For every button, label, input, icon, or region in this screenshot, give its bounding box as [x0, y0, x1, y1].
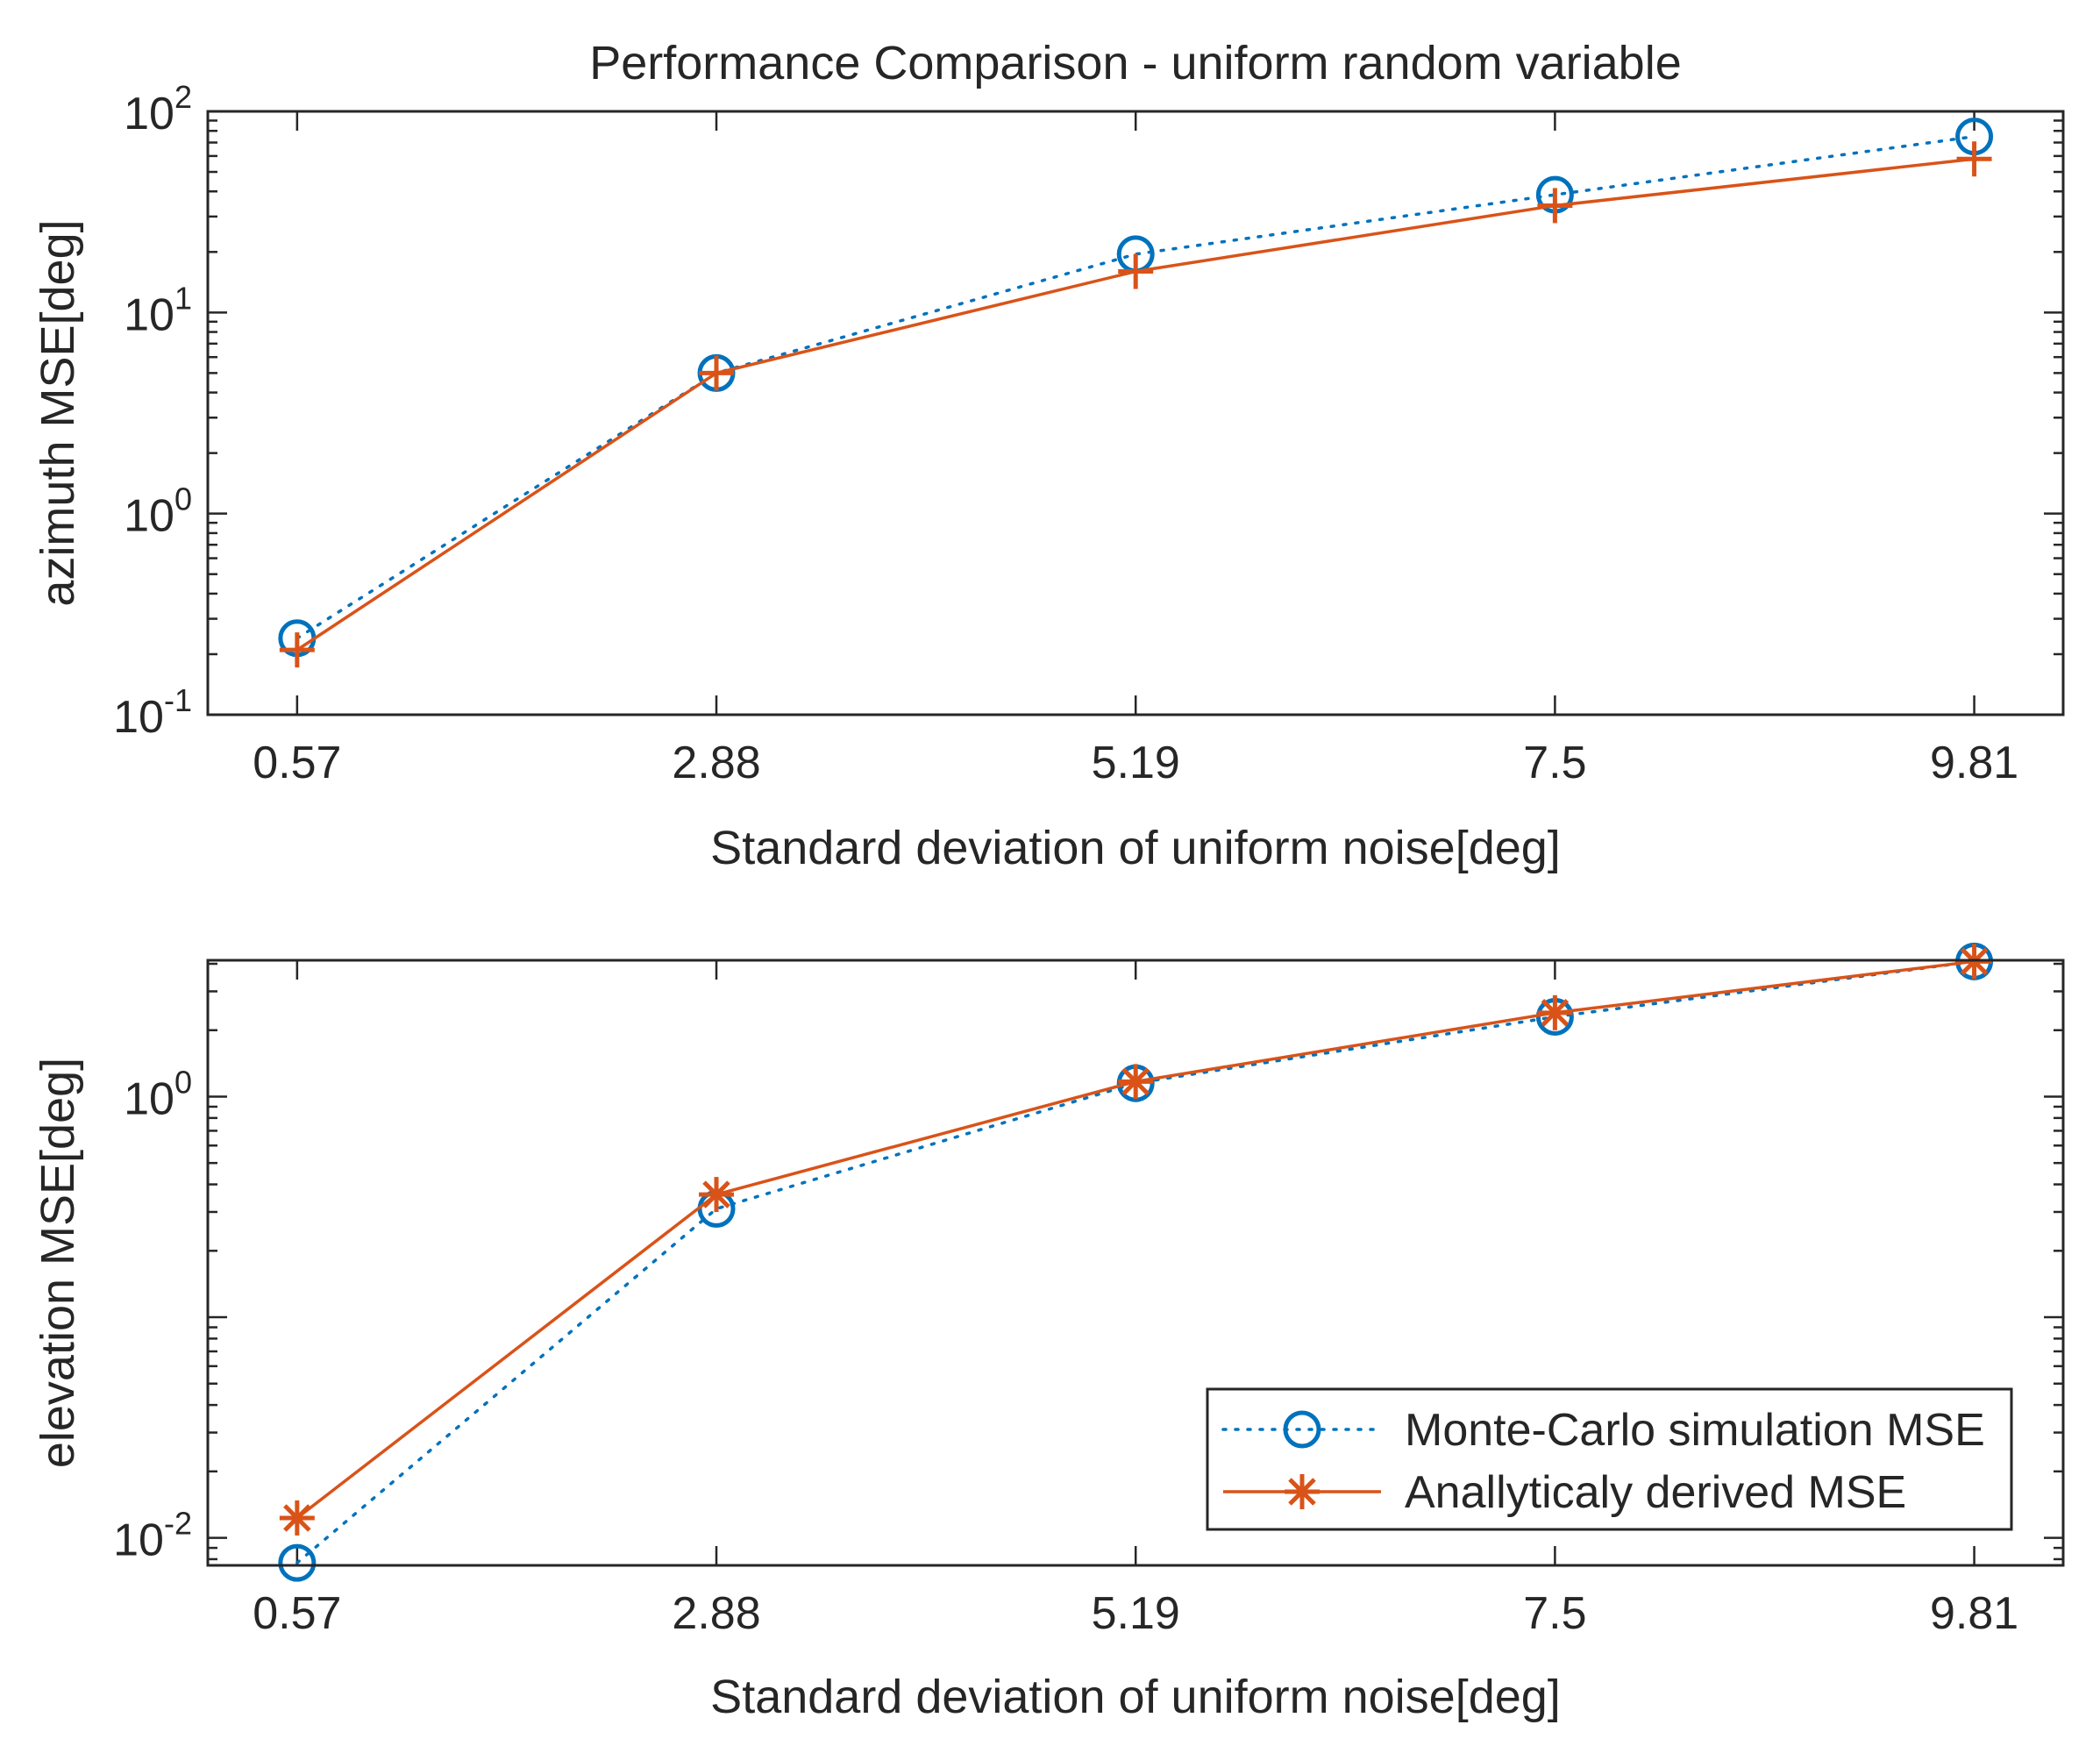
legend-box	[1206, 1387, 2013, 1531]
legend-asterisk-marker-icon	[1285, 1474, 1320, 1509]
azimuth-ylabel: azimuth MSE[deg]	[32, 219, 84, 606]
elevation-analytical-point	[702, 1180, 730, 1208]
azimuth-axes-box	[206, 110, 2065, 716]
elevation-analytical-point	[283, 1504, 311, 1532]
elevation-xtick-label: 0.57	[253, 1588, 341, 1639]
azimuth-xtick-label: 5.19	[1092, 738, 1180, 788]
azimuth-ytick-label: 10-1	[113, 682, 192, 743]
legend-entry-analytical: Anallyticaly derived MSE	[1223, 1467, 1906, 1518]
elevation-xtick-label: 7.5	[1523, 1588, 1586, 1639]
legend-label-monte-carlo: Monte-Carlo simulation MSE	[1405, 1405, 1985, 1456]
elevation-xtick-label: 5.19	[1092, 1588, 1180, 1639]
elevation-axes-box	[206, 959, 2065, 1567]
azimuth-xtick-label: 2.88	[672, 738, 760, 788]
elevation-analytical-point	[1121, 1067, 1150, 1096]
legend-entry-monte-carlo: Monte-Carlo simulation MSE	[1221, 1405, 1985, 1456]
figure-title: Performance Comparison - uniform random …	[589, 37, 1682, 89]
elevation-xtick-label: 2.88	[672, 1588, 760, 1639]
elevation-ylabel: elevation MSE[deg]	[32, 1058, 84, 1468]
elevation-analytical-point	[1541, 999, 1570, 1027]
azimuth-xtick-label: 0.57	[253, 738, 341, 788]
legend: Monte-Carlo simulation MSE Anallyticaly …	[1206, 1387, 2013, 1531]
elevation-xlabel: Standard deviation of uniform noise[deg]	[710, 1671, 1561, 1723]
legend-circle-marker-icon	[1283, 1410, 1321, 1449]
elevation-xtick-label: 9.81	[1930, 1588, 2018, 1639]
legend-label-analytical: Anallyticaly derived MSE	[1405, 1467, 1906, 1518]
azimuth-xtick-label: 7.5	[1523, 738, 1586, 788]
azimuth-xlabel: Standard deviation of uniform noise[deg]	[710, 822, 1561, 874]
azimuth-xtick-label: 9.81	[1930, 738, 2018, 788]
azimuth-ytick-label: 102	[124, 79, 192, 139]
elevation-monte-carlo-point	[278, 1543, 317, 1582]
legend-asterisk-stroke	[1288, 1478, 1316, 1506]
